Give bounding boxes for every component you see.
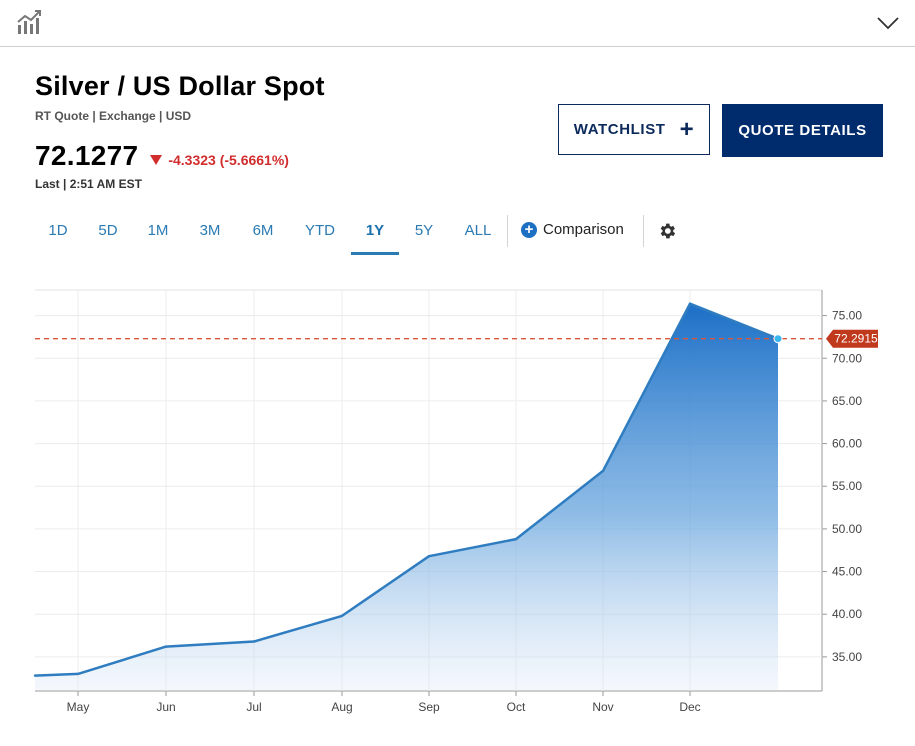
price-change: -4.3323 (-5.6661%) <box>150 152 289 168</box>
tab-5y[interactable]: 5Y <box>414 222 434 239</box>
x-tick-label: Nov <box>592 700 613 714</box>
tab-6m[interactable]: 6M <box>252 222 274 239</box>
tab-divider <box>643 215 644 247</box>
quote-details-button[interactable]: QUOTE DETAILS <box>722 104 883 157</box>
y-tick-label: 65.00 <box>832 394 862 408</box>
tab-1y[interactable]: 1Y <box>351 215 399 255</box>
x-tick-label: Jul <box>246 700 261 714</box>
y-tick-label: 60.00 <box>832 437 862 451</box>
data-point <box>340 614 344 618</box>
x-tick-label: Sep <box>418 700 440 714</box>
x-tick-label: May <box>67 700 90 714</box>
watchlist-button[interactable]: WATCHLIST + <box>558 104 710 155</box>
data-point <box>688 302 692 305</box>
y-tick-label: 75.00 <box>832 309 862 323</box>
data-point <box>164 645 168 648</box>
y-tick-label: 50.00 <box>832 522 862 536</box>
tab-1d[interactable]: 1D <box>48 222 68 239</box>
x-tick-label: Aug <box>331 700 352 714</box>
chart-trend-icon[interactable] <box>15 8 45 38</box>
tab-divider <box>507 215 508 247</box>
comparison-label: Comparison <box>543 221 624 238</box>
price-change-value: -4.3323 (-5.6661%) <box>168 152 289 168</box>
y-tick-label: 55.00 <box>832 479 862 493</box>
current-price-label: 72.2915 <box>834 332 878 346</box>
gear-icon[interactable] <box>657 221 677 241</box>
watchlist-label: WATCHLIST <box>573 121 666 138</box>
quote-meta: RT Quote | Exchange | USD <box>35 109 192 123</box>
plus-icon: + <box>679 115 695 143</box>
data-point <box>427 555 431 558</box>
price-line <box>34 302 779 677</box>
y-tick-label: 70.00 <box>832 351 862 365</box>
data-point <box>252 640 256 643</box>
x-tick-label: Dec <box>679 700 700 714</box>
tab-ytd[interactable]: YTD <box>305 222 335 239</box>
y-tick-label: 35.00 <box>832 650 862 664</box>
current-price-dot <box>773 334 783 344</box>
data-point <box>514 537 518 541</box>
tab-5d[interactable]: 5D <box>98 222 118 239</box>
x-tick-label: Jun <box>156 700 175 714</box>
chevron-down-icon[interactable] <box>875 10 901 36</box>
comparison-button[interactable]: + Comparison <box>521 221 624 238</box>
x-tick-label: Oct <box>507 700 526 714</box>
page-title: Silver / US Dollar Spot <box>35 71 325 101</box>
down-arrow-icon <box>150 155 163 165</box>
tab-all[interactable]: ALL <box>464 222 492 239</box>
price-row: 72.1277 -4.3323 (-5.6661%) <box>35 140 289 172</box>
tab-1m[interactable]: 1M <box>147 222 169 239</box>
last-timestamp: Last | 2:51 AM EST <box>35 177 142 191</box>
y-tick-label: 45.00 <box>832 565 862 579</box>
plus-circle-icon: + <box>521 221 537 238</box>
price-chart: 35.00 40.00 45.00 50.00 55.00 60.00 65.00 70.00… <box>33 289 878 714</box>
data-point <box>33 674 37 677</box>
price-area <box>35 303 778 690</box>
current-price-badge <box>826 329 878 348</box>
top-bar <box>0 0 915 47</box>
tab-3m[interactable]: 3M <box>199 222 221 239</box>
data-point <box>601 469 605 473</box>
last-price: 72.1277 <box>35 140 139 171</box>
y-tick-label: 40.00 <box>832 607 862 621</box>
data-point <box>76 672 80 676</box>
